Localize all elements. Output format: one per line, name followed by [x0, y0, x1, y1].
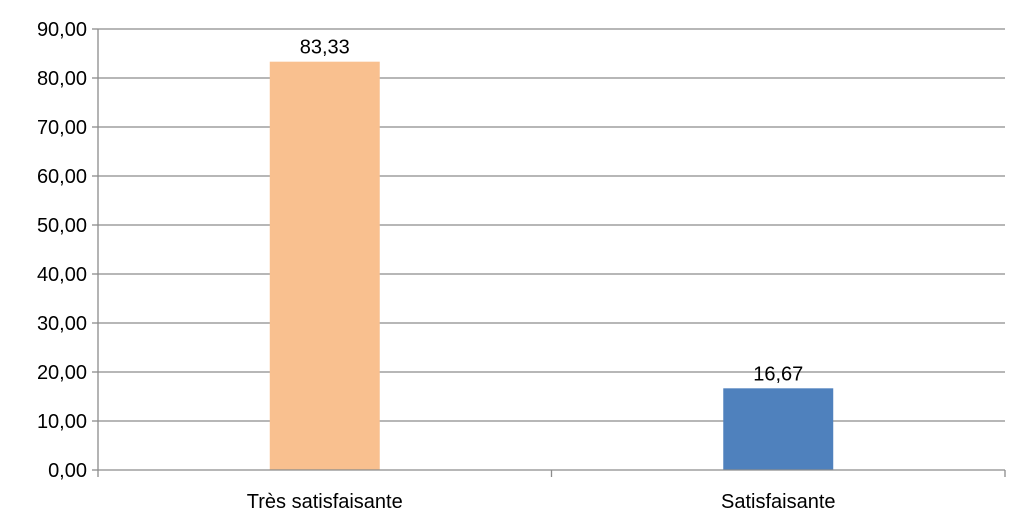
y-tick-label: 0,00 [48, 460, 87, 482]
y-tick-label: 10,00 [37, 411, 87, 433]
y-tick-label: 40,00 [37, 264, 87, 286]
y-tick-label: 20,00 [37, 362, 87, 384]
data-label: 16,67 [753, 363, 803, 385]
bar-satisfaisante [723, 388, 834, 470]
y-tick-label: 70,00 [37, 117, 87, 139]
bar-tres-satisfaisante [269, 61, 380, 471]
bars [269, 61, 834, 471]
gridlines [98, 28, 1005, 422]
y-tick-label: 80,00 [37, 68, 87, 90]
y-tick-label: 30,00 [37, 313, 87, 335]
labels: 0,00 10,00 20,00 30,00 40,00 50,00 60,00 70,00 8… [37, 19, 836, 513]
axes [92, 28, 1006, 477]
x-tick-label: Très satisfaisante [247, 491, 403, 513]
y-tick-label: 50,00 [37, 215, 87, 237]
x-tick-label: Satisfaisante [721, 491, 836, 513]
y-tick-label: 60,00 [37, 166, 87, 188]
y-tick-label: 90,00 [37, 19, 87, 41]
data-label: 83,33 [300, 37, 350, 59]
